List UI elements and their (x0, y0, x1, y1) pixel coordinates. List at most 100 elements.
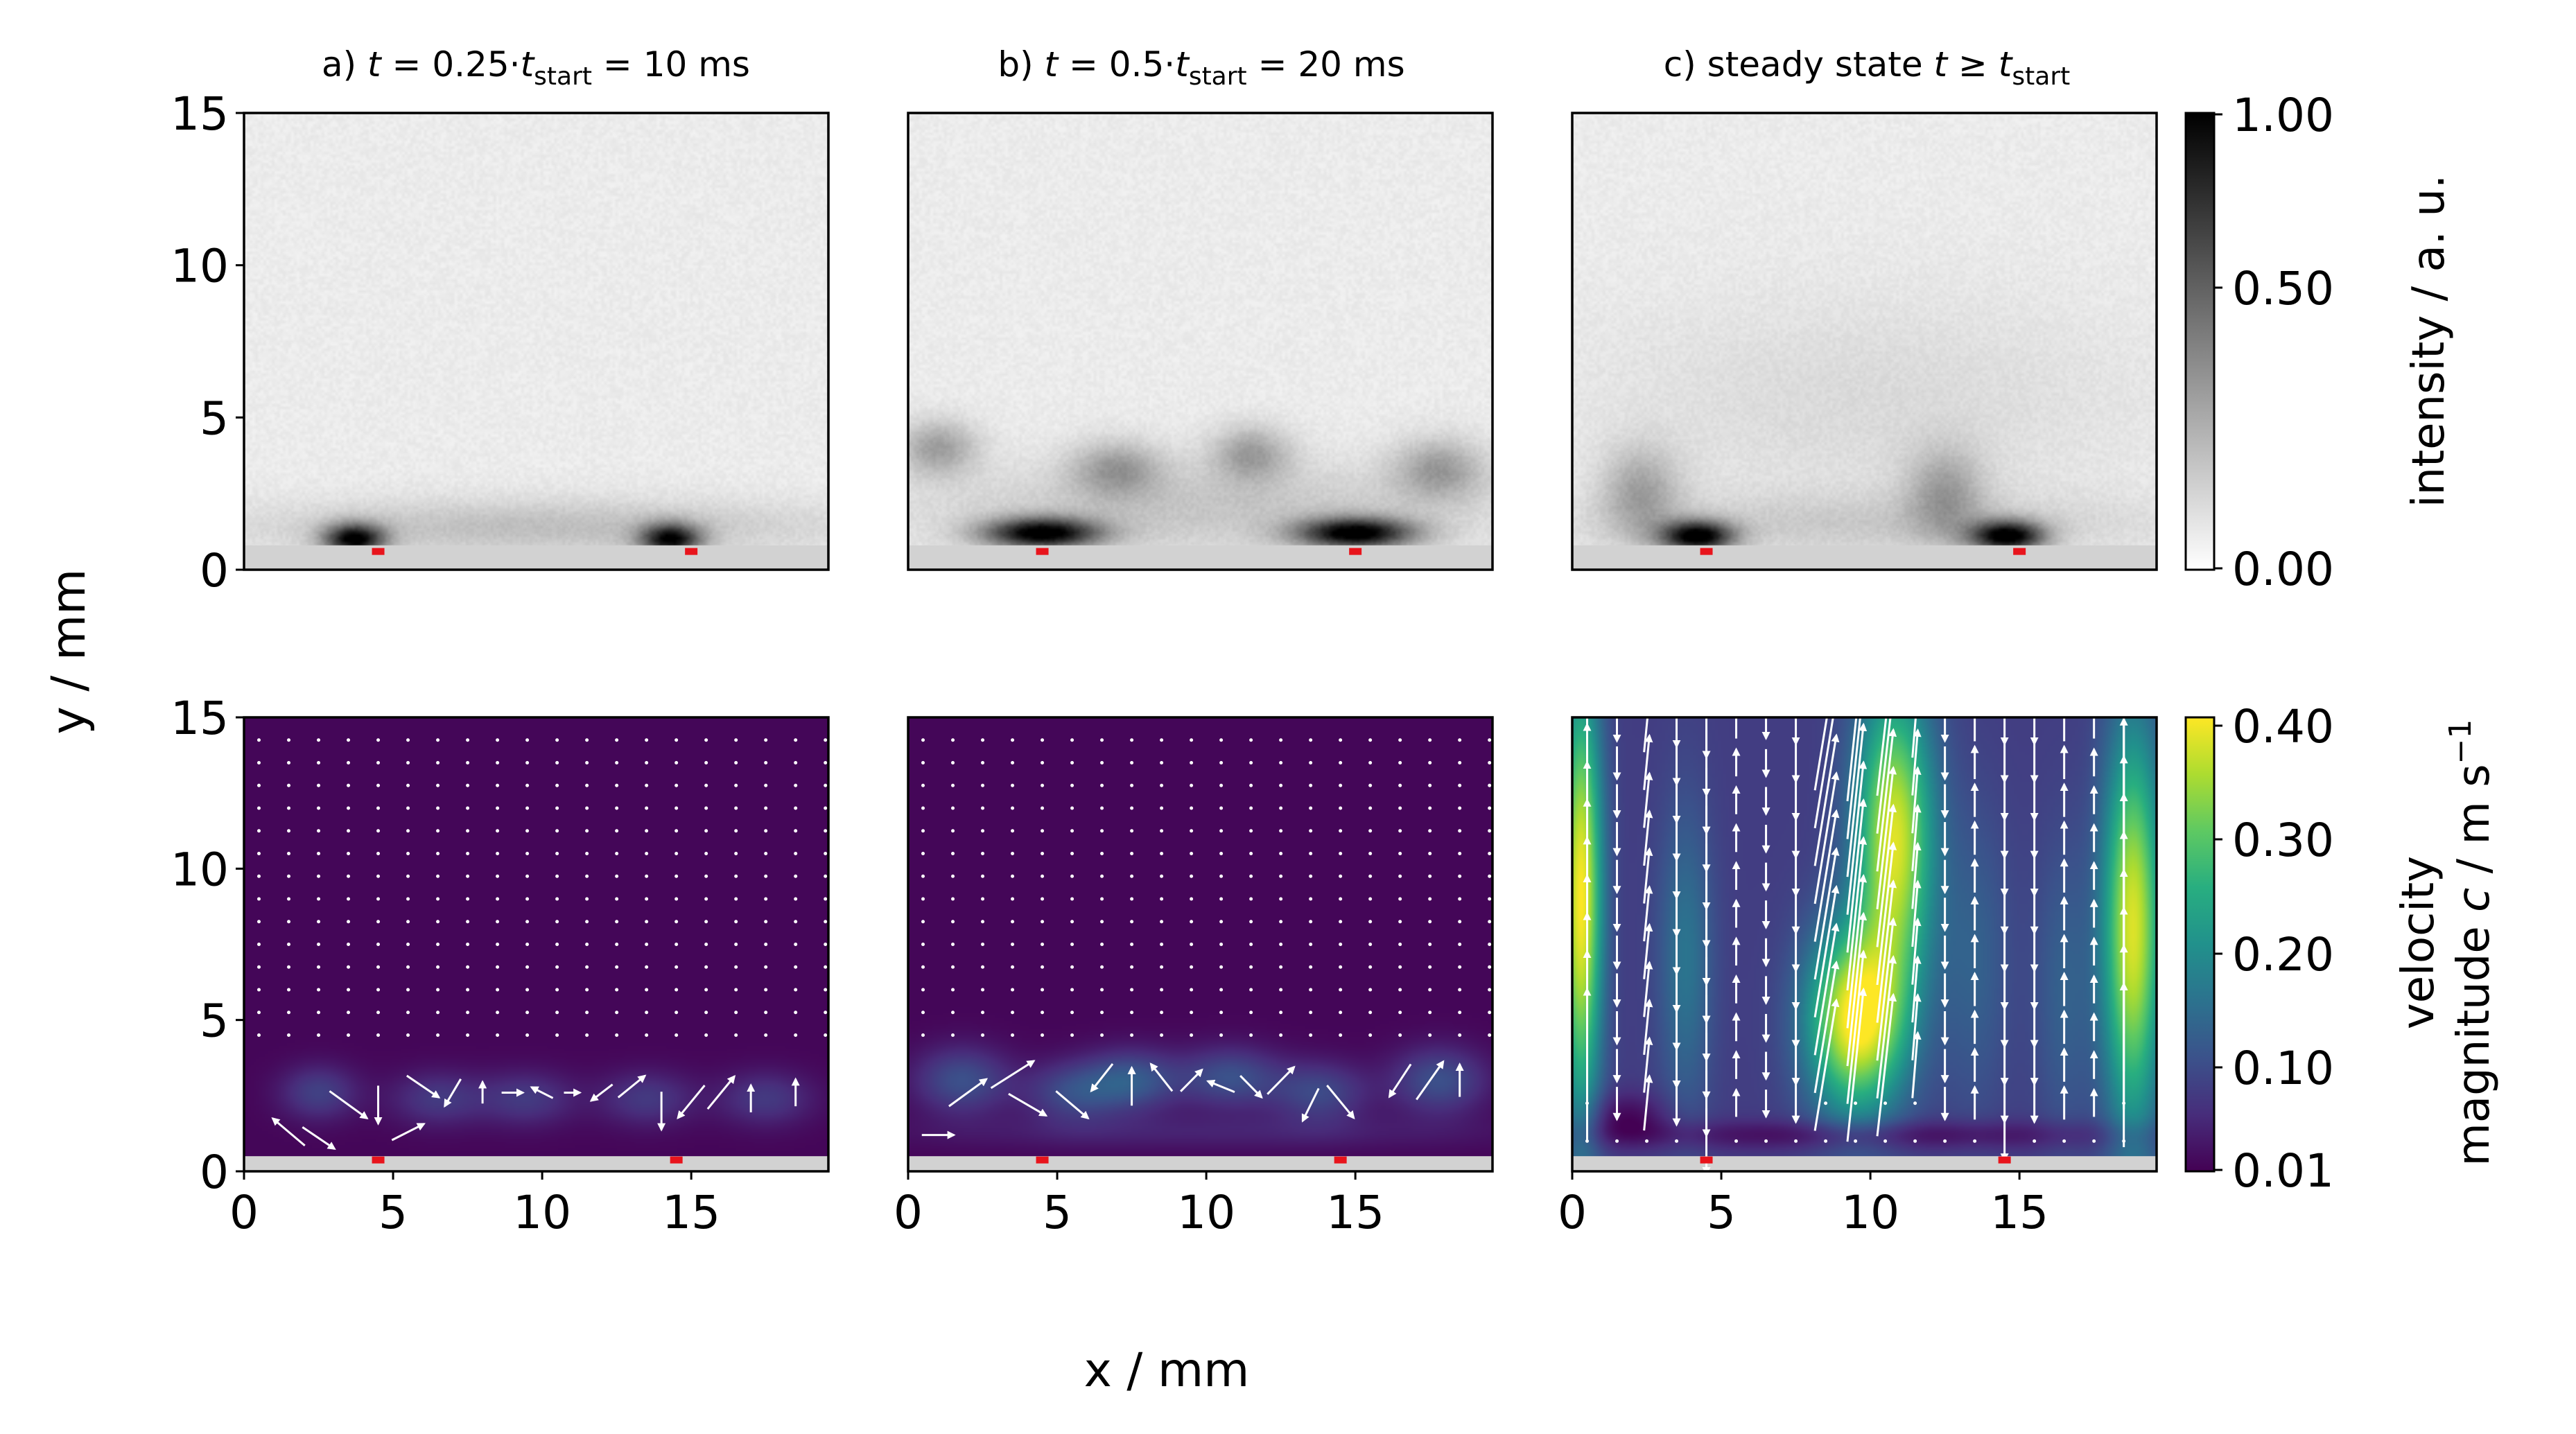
velocity-arrow (1339, 738, 1343, 742)
y-tick-label: 0 (200, 1146, 229, 1199)
velocity-arrow (317, 1011, 321, 1015)
velocity-arrow (794, 806, 798, 810)
y-tick-label: 5 (200, 392, 229, 445)
velocity-arrow (2092, 1139, 2096, 1143)
velocity-arrow (585, 806, 589, 810)
velocity-arrow (555, 783, 559, 787)
velocity-arrow (675, 852, 679, 855)
velocity-arrow (704, 738, 708, 742)
velocity-arrow (1249, 783, 1253, 787)
velocity-arrow (1219, 783, 1224, 787)
velocity-arrow (1846, 760, 1868, 915)
velocity-arrow (1190, 1011, 1194, 1015)
y-tick-label: 5 (200, 995, 229, 1048)
velocity-arrow (951, 738, 955, 742)
velocity-arrow (525, 1011, 530, 1015)
velocity-arrow (1180, 1068, 1203, 1092)
velocity-arrow (1160, 988, 1164, 992)
velocity-arrow (1643, 733, 1653, 790)
velocity-arrow (525, 897, 530, 901)
x-tick-label: 10 (1177, 1186, 1235, 1239)
velocity-arrow (675, 806, 679, 810)
velocity-arrow (555, 943, 559, 946)
velocity-arrow (1160, 761, 1164, 764)
velocity-arrow (764, 897, 768, 901)
velocity-arrow (1398, 1033, 1402, 1037)
velocity-arrow (1249, 920, 1253, 924)
velocity-arrow (1301, 1087, 1320, 1123)
x-tick-label: 10 (1841, 1186, 1899, 1239)
velocity-arrow (555, 897, 559, 901)
velocity-arrow (1813, 658, 1840, 791)
velocity-arrow (675, 965, 679, 969)
wall (908, 545, 1492, 570)
velocity-arrow (1339, 988, 1343, 992)
velocity-arrow (981, 943, 985, 946)
velocity-arrow (347, 829, 351, 833)
velocity-arrow (1339, 1011, 1343, 1015)
velocity-arrow (1041, 738, 1045, 742)
velocity-arrow (257, 965, 261, 969)
velocity-arrow (1011, 829, 1015, 833)
velocity-arrow (496, 806, 500, 810)
velocity-arrow (1206, 1079, 1235, 1093)
velocity-arrow (317, 1033, 321, 1037)
velocity-arrow (1249, 1033, 1253, 1037)
velocity-arrow (317, 874, 321, 878)
velocity-arrow (824, 874, 828, 878)
velocity-arrow (1070, 1033, 1074, 1037)
velocity-arrow (1309, 761, 1313, 764)
x-axis-label: x / mm (1084, 1343, 1250, 1398)
velocity-arrow (1041, 852, 1045, 855)
velocity-arrow (981, 761, 985, 764)
velocity-arrow (1130, 806, 1134, 810)
velocity-arrow (1398, 920, 1402, 924)
velocity-arrow (287, 761, 291, 764)
velocity-arrow (406, 1074, 441, 1099)
velocity-arrow (615, 738, 619, 742)
velocity-arrow (1368, 1033, 1373, 1037)
velocity-arrow (466, 988, 470, 992)
velocity-arrow (1398, 988, 1402, 992)
velocity-arrow (1011, 852, 1015, 855)
velocity-arrow (764, 965, 768, 969)
velocity-arrow (1130, 761, 1134, 764)
velocity-arrow (257, 738, 261, 742)
velocity-arrow (1070, 783, 1074, 787)
velocity-arrow (794, 897, 798, 901)
axes-frame (1571, 112, 2158, 571)
velocity-arrow (1368, 738, 1373, 742)
velocity-arrow (1041, 965, 1045, 969)
colorbar-intensity-label: intensity / a. u. (2403, 175, 2455, 508)
velocity-arrow (704, 897, 708, 901)
plot-c-velocity: 0 5 10 15 (1558, 641, 2158, 1239)
velocity-arrow (704, 943, 708, 946)
velocity-arrow (406, 852, 410, 855)
y-axis-label: y / mm (42, 569, 96, 735)
y-tick-label: 15 (171, 692, 229, 745)
electrode-marker (670, 1156, 683, 1164)
velocity-arrow (257, 897, 261, 901)
x-tick-label: 10 (513, 1186, 571, 1239)
velocity-arrow (1100, 829, 1104, 833)
velocity-arrow (734, 1011, 738, 1015)
velocity-arrow (704, 783, 708, 787)
velocity-arrow (1309, 738, 1313, 742)
velocity-arrow (615, 1033, 619, 1037)
velocity-arrow (764, 761, 768, 764)
velocity-arrow (1911, 917, 1922, 985)
velocity-arrow (1913, 1101, 1917, 1105)
velocity-arrow (706, 1075, 736, 1110)
velocity-arrow (1615, 1139, 1619, 1143)
velocity-arrow (287, 806, 291, 810)
velocity-arrow (1008, 1092, 1048, 1117)
velocity-arrow (1643, 809, 1653, 866)
velocity-arrow (615, 783, 619, 787)
velocity-arrow (1249, 761, 1253, 764)
velocity-arrow (1011, 920, 1015, 924)
velocity-arrow (951, 852, 955, 855)
velocity-arrow (981, 829, 985, 833)
velocity-arrow (1279, 761, 1283, 764)
velocity-arrow (1160, 783, 1164, 787)
velocity-arrow (406, 738, 410, 742)
